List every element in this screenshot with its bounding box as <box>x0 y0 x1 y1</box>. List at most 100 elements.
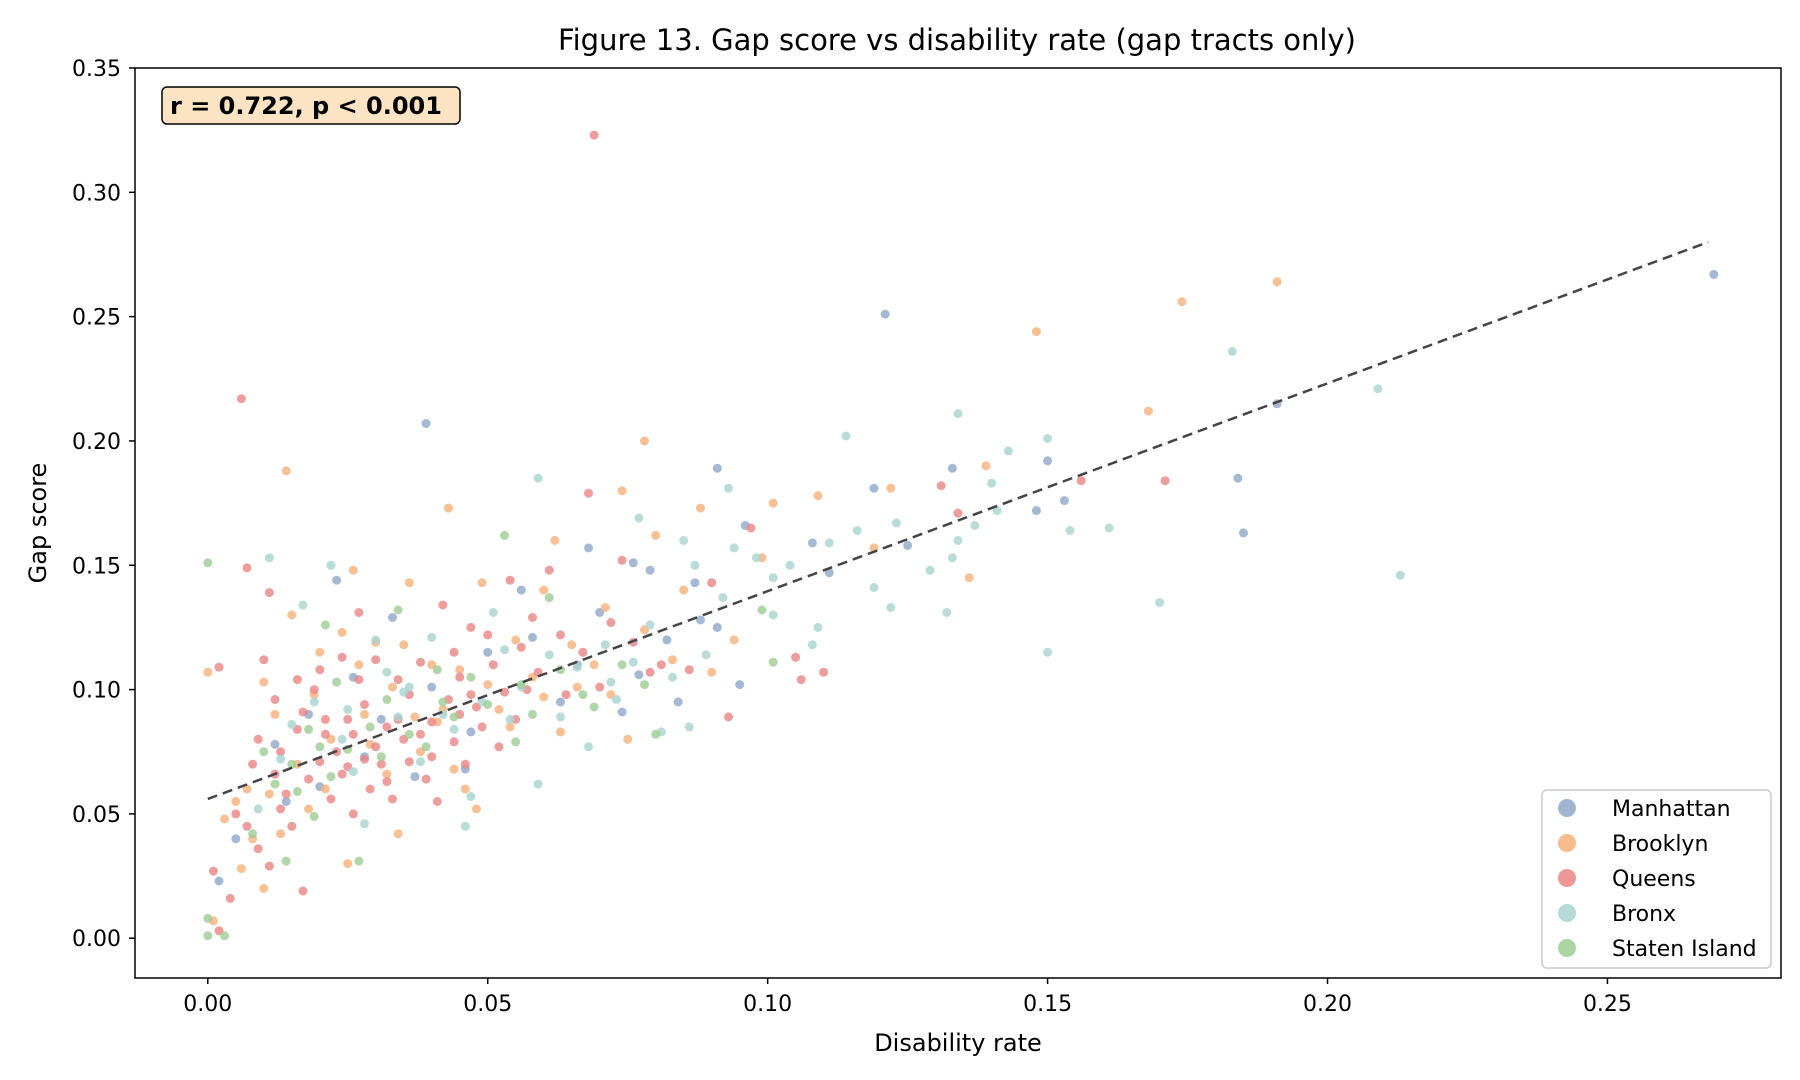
point-brooklyn-74 <box>449 764 459 774</box>
point-queens-0 <box>589 130 599 140</box>
point-queens-66 <box>421 774 431 784</box>
point-manhattan-9 <box>1031 506 1041 516</box>
point-queens-69 <box>460 759 470 769</box>
point-brooklyn-21 <box>679 585 689 595</box>
point-queens-8 <box>746 523 756 533</box>
point-queens-39 <box>516 642 526 652</box>
point-staten-island-28 <box>304 724 314 734</box>
point-staten-island-1 <box>203 913 213 923</box>
x-tick-label-2: 0.10 <box>743 992 792 1017</box>
point-bronx-69 <box>399 687 409 697</box>
point-staten-island-7 <box>768 657 778 667</box>
point-queens-50 <box>819 667 829 677</box>
point-queens-96 <box>343 714 353 724</box>
point-manhattan-22 <box>735 680 745 690</box>
point-brooklyn-76 <box>539 692 549 702</box>
point-queens-64 <box>388 794 397 804</box>
point-queens-67 <box>432 797 442 806</box>
point-staten-island-0 <box>203 558 213 568</box>
point-bronx-11 <box>992 506 1002 516</box>
point-queens-3 <box>1076 476 1086 486</box>
point-bronx-5 <box>1104 523 1114 533</box>
point-queens-32 <box>416 729 425 739</box>
point-queens-84 <box>393 675 403 685</box>
point-bronx-3 <box>1155 598 1165 608</box>
point-brooklyn-44 <box>270 709 280 719</box>
point-brooklyn-71 <box>388 682 397 692</box>
point-queens-56 <box>298 886 308 896</box>
point-queens-83 <box>371 655 381 665</box>
point-queens-81 <box>337 652 347 662</box>
point-manhattan-2 <box>421 419 431 428</box>
point-queens-26 <box>348 729 358 739</box>
point-bronx-19 <box>886 603 896 612</box>
point-manhattan-21 <box>662 635 672 645</box>
point-manhattan-19 <box>696 615 705 625</box>
point-manhattan-11 <box>869 483 879 493</box>
point-staten-island-3 <box>220 931 230 941</box>
annotation-box <box>161 86 461 125</box>
point-queens-86 <box>449 647 459 657</box>
point-brooklyn-56 <box>494 705 504 714</box>
point-queens-97 <box>360 754 369 764</box>
point-queens-98 <box>382 722 392 732</box>
point-brooklyn-77 <box>572 682 582 692</box>
point-queens-6 <box>584 488 593 498</box>
point-queens-43 <box>606 618 616 627</box>
y-axis-label: Gap score <box>24 463 52 584</box>
point-manhattan-27 <box>483 647 493 657</box>
point-queens-70 <box>477 722 487 732</box>
point-queens-95 <box>320 729 330 739</box>
annotation-text: r = 0.722, p < 0.001 <box>170 92 442 120</box>
legend-frame <box>1541 789 1772 969</box>
point-queens-76 <box>231 809 241 819</box>
point-bronx-0 <box>1227 346 1237 356</box>
y-tick-label-6: 0.30 <box>72 181 121 206</box>
point-bronx-1 <box>1373 384 1383 394</box>
point-bronx-45 <box>505 714 515 724</box>
point-queens-53 <box>264 861 274 871</box>
x-tick-label-3: 0.15 <box>1023 992 1072 1017</box>
point-queens-1 <box>236 394 246 404</box>
y-tick-label-5: 0.25 <box>72 306 121 331</box>
point-brooklyn-66 <box>276 829 286 839</box>
point-bronx-6 <box>1065 526 1075 535</box>
point-staten-island-23 <box>354 856 364 866</box>
point-bronx-64 <box>287 719 297 729</box>
point-staten-island-14 <box>483 700 493 709</box>
correlation-annotation: r = 0.722, p < 0.001 <box>161 86 461 125</box>
point-queens-42 <box>578 647 588 657</box>
point-bronx-30 <box>718 593 728 603</box>
point-brooklyn-25 <box>964 573 974 583</box>
point-queens-7 <box>617 555 627 565</box>
point-bronx-18 <box>891 518 901 528</box>
point-bronx-73 <box>645 620 655 630</box>
point-staten-island-21 <box>382 695 392 704</box>
y-tick-label-2: 0.10 <box>72 679 121 704</box>
point-brooklyn-22 <box>729 635 739 645</box>
point-manhattan-40 <box>556 697 565 707</box>
point-bronx-25 <box>785 560 795 570</box>
point-staten-island-18 <box>421 742 431 752</box>
point-bronx-52 <box>427 632 437 642</box>
point-bronx-48 <box>466 792 476 801</box>
point-queens-12 <box>466 622 476 632</box>
point-brooklyn-49 <box>360 709 369 719</box>
point-queens-77 <box>259 655 269 665</box>
point-manhattan-15 <box>628 558 638 568</box>
point-brooklyn-16 <box>348 565 358 575</box>
point-queens-33 <box>427 752 437 762</box>
legend-items: Manhattan Brooklyn Queens Bronx Staten Islan… <box>1558 797 1757 962</box>
point-brooklyn-69 <box>354 660 364 670</box>
legend-label-brooklyn: Brooklyn <box>1612 832 1708 857</box>
legend-label-staten-island: Staten Island <box>1612 937 1757 962</box>
point-manhattan-17 <box>584 543 593 553</box>
point-manhattan-41 <box>673 697 683 707</box>
point-bronx-13 <box>970 521 980 530</box>
point-bronx-72 <box>606 677 616 687</box>
point-queens-59 <box>326 794 336 804</box>
point-manhattan-20 <box>712 622 722 632</box>
point-brooklyn-64 <box>236 864 246 874</box>
point-bronx-41 <box>556 712 565 722</box>
point-bronx-65 <box>309 697 319 707</box>
